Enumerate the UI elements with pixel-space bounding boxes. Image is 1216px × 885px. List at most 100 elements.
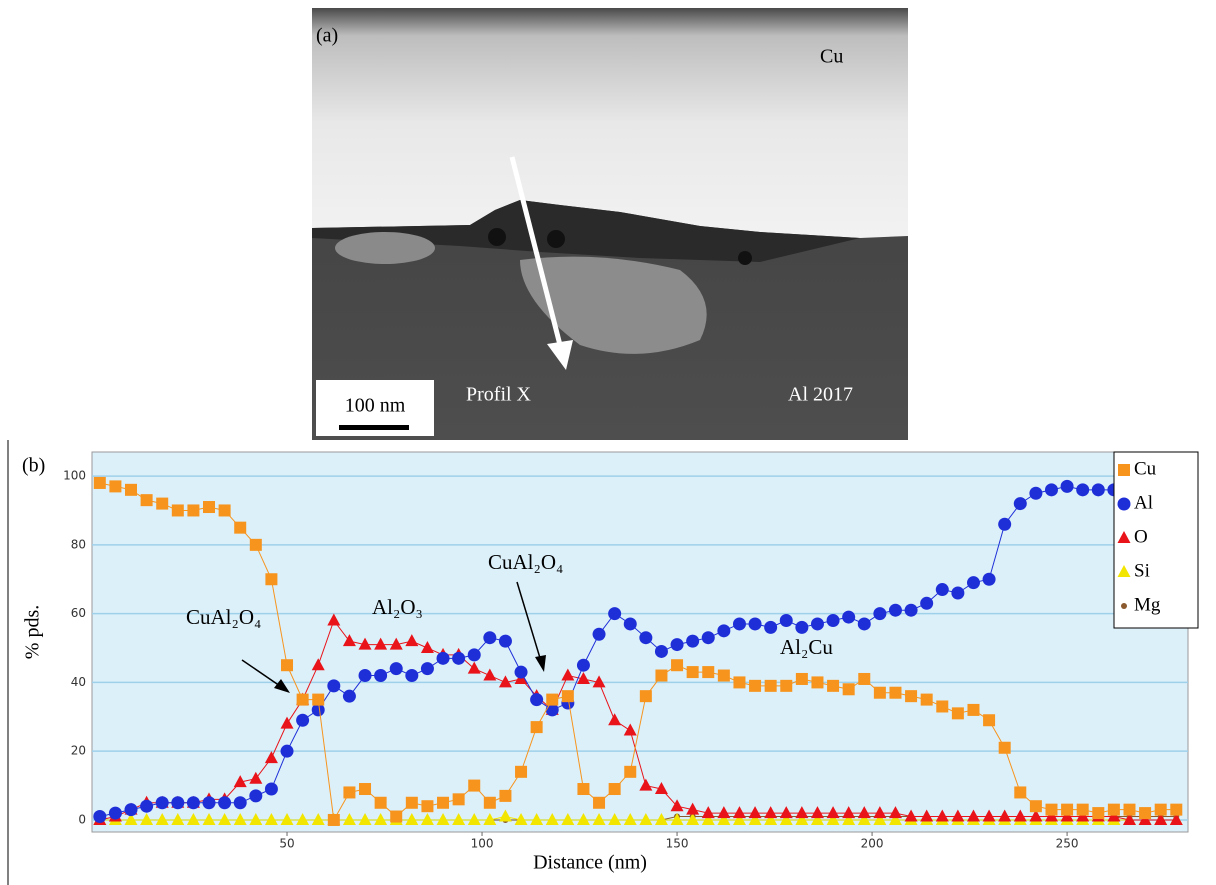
marker [576, 671, 590, 684]
marker [857, 806, 871, 819]
annotation: Al₂O₃ [372, 595, 423, 619]
profile-arrowhead [547, 340, 573, 370]
marker [312, 693, 325, 706]
marker [93, 810, 107, 824]
marker [701, 812, 715, 825]
marker [749, 679, 762, 692]
marker [686, 666, 699, 679]
x-tick-label: 200 [861, 837, 884, 851]
marker [233, 775, 247, 788]
x-tick-label: 250 [1056, 837, 1079, 851]
marker [437, 796, 450, 809]
marker [654, 782, 668, 795]
marker [732, 806, 746, 819]
panel-label: (a) [316, 25, 338, 47]
marker [670, 638, 684, 652]
void [488, 228, 506, 246]
marker [748, 617, 762, 631]
marker [249, 812, 263, 825]
marker [281, 659, 294, 672]
marker [576, 812, 590, 825]
marker [374, 637, 388, 650]
marker [140, 799, 154, 813]
marker [436, 651, 450, 665]
marker [171, 796, 185, 810]
x-axis-label: Distance (nm) [533, 852, 647, 874]
marker [764, 679, 777, 692]
marker [498, 809, 512, 822]
marker [842, 812, 856, 825]
marker [779, 614, 793, 628]
series-line [99, 482, 1177, 822]
profile-arrow [509, 156, 563, 346]
marker [374, 669, 388, 683]
marker [983, 714, 996, 727]
marker [342, 634, 356, 647]
marker [810, 806, 824, 819]
marker [1122, 812, 1136, 825]
marker [732, 617, 746, 631]
marker [124, 803, 138, 817]
marker [577, 783, 590, 796]
legend: Cu Al O Si Mg [1113, 451, 1199, 629]
marker [264, 751, 278, 764]
marker [1076, 803, 1089, 816]
marker [280, 716, 294, 729]
x-tick-label: 50 [279, 837, 294, 851]
marker [951, 809, 965, 822]
marker [545, 703, 559, 717]
y-tick-label: 40 [71, 675, 86, 689]
marker [93, 476, 106, 489]
marker [249, 789, 263, 803]
marker [342, 812, 356, 825]
marker [717, 812, 731, 825]
marker [280, 744, 294, 758]
marker [873, 812, 887, 825]
marker [374, 796, 387, 809]
marker [592, 812, 606, 825]
void [738, 251, 752, 265]
marker [826, 614, 840, 628]
marker [1154, 803, 1167, 816]
marker [826, 812, 840, 825]
marker [686, 802, 700, 815]
panel-label: (b) [22, 455, 45, 477]
marker [358, 669, 372, 683]
marker [156, 497, 169, 510]
y-tick-label: 60 [71, 606, 86, 620]
marker [795, 812, 809, 825]
marker [966, 576, 980, 590]
marker [218, 796, 232, 810]
marker [530, 693, 544, 707]
marker [530, 721, 543, 734]
marker [810, 812, 824, 825]
marker [779, 812, 793, 825]
marker [561, 668, 575, 681]
marker [904, 809, 918, 822]
marker [249, 771, 263, 784]
marker [671, 659, 684, 672]
marker [826, 806, 840, 819]
marker [467, 812, 481, 825]
marker [654, 812, 668, 825]
marker [483, 668, 497, 681]
marker [374, 812, 388, 825]
marker [483, 812, 497, 825]
marker [1029, 800, 1042, 813]
marker [186, 812, 200, 825]
marker [639, 631, 653, 645]
marker [140, 812, 154, 825]
scale-bar [339, 425, 409, 430]
marker [779, 806, 793, 819]
marker [1117, 497, 1131, 511]
marker [389, 662, 403, 676]
void [547, 230, 565, 248]
annotation: CuAl₂O₄ [488, 550, 563, 574]
marker [717, 806, 731, 819]
marker [109, 480, 122, 493]
marker [593, 796, 606, 809]
marker [218, 812, 232, 825]
marker [202, 812, 216, 825]
marker [888, 603, 902, 617]
